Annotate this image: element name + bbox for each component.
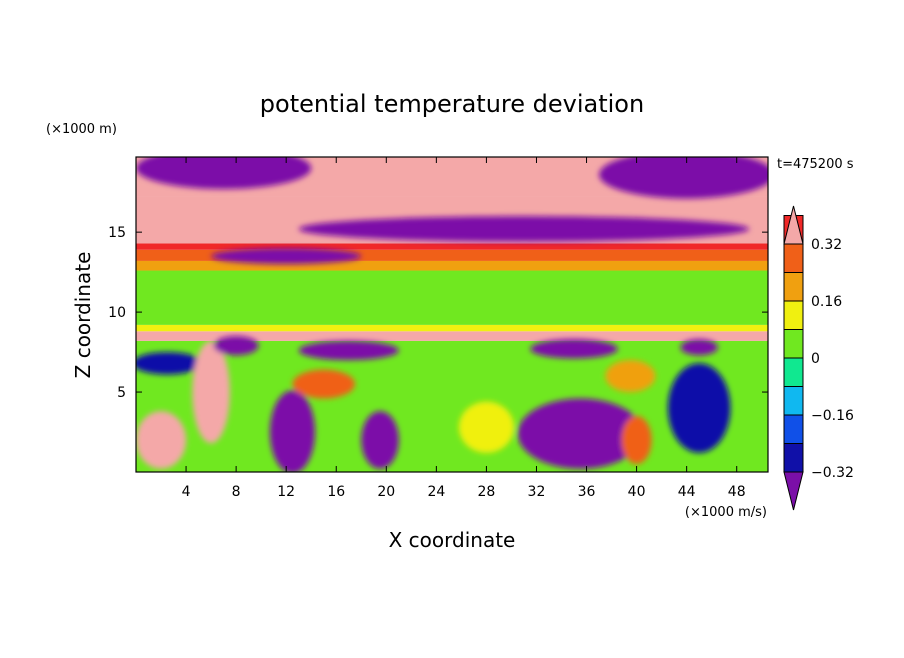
contour-feature-17 (298, 216, 750, 242)
colorbar-box (783, 329, 804, 359)
contour-feature-18 (211, 248, 362, 265)
x-unit-label: (×1000 m/s) (685, 505, 767, 520)
y-tick-label: 10 (108, 305, 126, 321)
contour-feature-1 (269, 390, 315, 472)
contour-band-2 (136, 324, 768, 332)
contour-feature-3 (667, 363, 731, 453)
colorbar-box (783, 443, 804, 473)
colorbar-box (783, 386, 804, 416)
x-tick-label: 8 (232, 484, 241, 500)
y-axis: 5 10 15 (108, 225, 768, 401)
colorbar-box (783, 243, 804, 273)
contour-feature-8 (605, 360, 656, 393)
contour-feature-7 (136, 411, 187, 469)
plot-area (136, 157, 768, 472)
contour-feature-9 (621, 416, 652, 465)
colorbar-extend-max (783, 205, 804, 245)
x-tick-label: 16 (327, 484, 345, 500)
colorbar-box (783, 300, 804, 330)
contour-feature-2 (361, 411, 399, 469)
contour-feature-4 (136, 352, 203, 375)
colorbar-box (783, 272, 804, 302)
x-tick-label: 32 (528, 484, 546, 500)
contour-band-0 (136, 340, 768, 472)
x-axis-title: X coordinate (389, 528, 516, 552)
x-tick-label: 24 (427, 484, 445, 500)
colorbar-box (783, 414, 804, 444)
x-tick-label: 40 (628, 484, 646, 500)
colorbar-extend-min (783, 471, 804, 511)
colorbar: −0.32 −0.16 0 0.16 0.32 (783, 205, 854, 511)
colorbar-tick-label: 0 (811, 351, 820, 367)
x-axis: 4 8 12 16 20 24 28 32 36 40 44 48 (182, 157, 746, 500)
x-tick-label: 48 (728, 484, 746, 500)
contour-band-6 (136, 243, 768, 250)
contour-feature-6 (292, 369, 356, 399)
contour-feature-16 (599, 157, 768, 199)
x-tick-label: 4 (182, 484, 191, 500)
contour-feature-0 (517, 398, 643, 469)
y-unit-label: (×1000 m) (46, 122, 117, 137)
contour-feature-10 (213, 336, 259, 356)
contour-feature-12 (530, 339, 618, 359)
contour-feature-15 (136, 157, 312, 189)
y-axis-title: Z coordinate (71, 252, 95, 379)
colorbar-tick-label: −0.16 (811, 408, 854, 424)
colorbar-tick-label: 0.32 (811, 237, 842, 253)
colorbar-box (783, 357, 804, 387)
contour-band-5 (136, 249, 768, 261)
plot-frame (135, 156, 769, 473)
colorbar-tick-label: −0.32 (811, 465, 854, 481)
contour-band-1 (136, 331, 768, 341)
x-tick-label: 12 (277, 484, 295, 500)
contour-feature-13 (680, 339, 718, 356)
contour-feature-14 (458, 401, 514, 453)
contour-band-4 (136, 260, 768, 271)
x-tick-label: 36 (578, 484, 596, 500)
time-label: t=475200 s (777, 157, 854, 172)
contour-features (136, 157, 768, 472)
x-tick-label: 28 (478, 484, 496, 500)
contour-feature-11 (298, 340, 399, 361)
y-tick-label: 15 (108, 225, 126, 241)
contour-band-3 (136, 270, 768, 325)
x-tick-label: 20 (377, 484, 395, 500)
colorbar-tick-label: 0.16 (811, 294, 842, 310)
x-tick-label: 44 (678, 484, 696, 500)
y-tick-label: 5 (117, 385, 126, 401)
chart-title: potential temperature deviation (260, 90, 644, 118)
contour-feature-5 (192, 340, 230, 444)
